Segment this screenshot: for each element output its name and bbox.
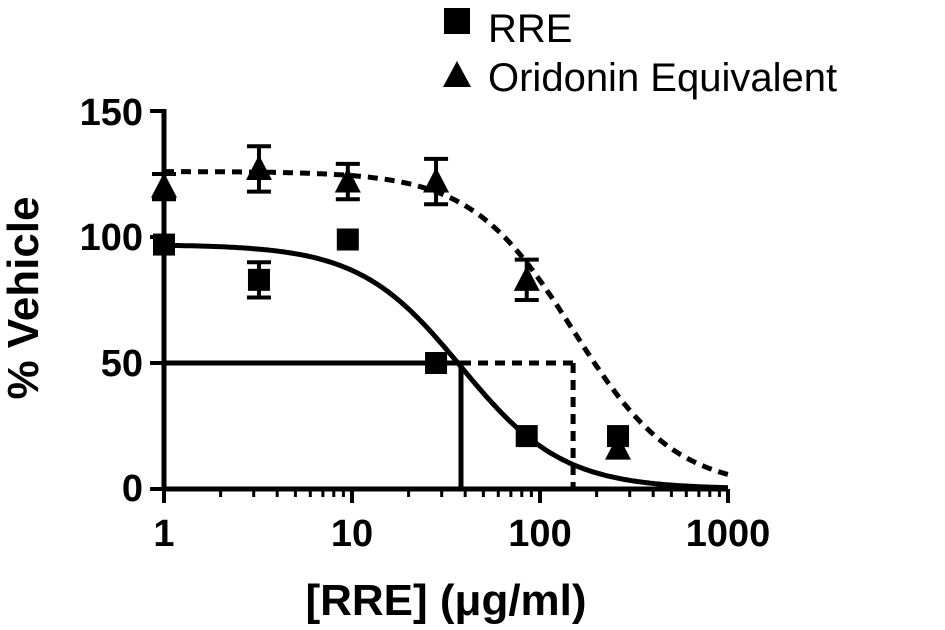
y-tick-label-100: 100 — [80, 217, 143, 259]
data-point-oridonin — [605, 434, 632, 460]
data-point-oridonin — [513, 265, 540, 291]
y-tick-label-150: 150 — [80, 92, 143, 134]
x-tick-label-1: 1 — [153, 513, 174, 555]
legend-label-oridonin: Oridonin Equivalent — [488, 56, 837, 100]
fit-curve-oridonin — [164, 169, 729, 477]
x-axis-title: [RRE] (μg/ml) — [305, 576, 586, 625]
x-tick-label-100: 100 — [508, 513, 571, 555]
data-point-rre — [153, 233, 175, 256]
x-tick-label-10: 10 — [331, 513, 373, 555]
data-point-oridonin — [151, 172, 177, 198]
data-point-oridonin — [423, 167, 450, 193]
x-tick-label-1000: 1000 — [686, 513, 771, 555]
y-tick-labels: 150 100 50 0 — [80, 92, 143, 510]
data-point-rre — [336, 228, 359, 251]
legend-label-rre: RRE — [488, 7, 572, 51]
data-point-rre — [425, 352, 448, 374]
legend-marker-rre — [444, 8, 470, 34]
plot-area — [150, 109, 730, 503]
legend: RRE Oridonin Equivalent — [443, 7, 837, 100]
fit-curve-rre — [164, 242, 729, 491]
y-tick-label-50: 50 — [101, 343, 143, 385]
data-point-rre — [247, 268, 270, 291]
y-tick-label-0: 0 — [122, 468, 143, 510]
legend-marker-oridonin — [443, 61, 471, 87]
y-axis-title: % Vehicle — [0, 196, 48, 399]
data-point-oridonin — [245, 154, 272, 180]
x-tick-labels: 1 10 100 1000 — [153, 513, 770, 555]
data-point-oridonin — [334, 167, 361, 193]
data-point-rre — [515, 425, 538, 448]
